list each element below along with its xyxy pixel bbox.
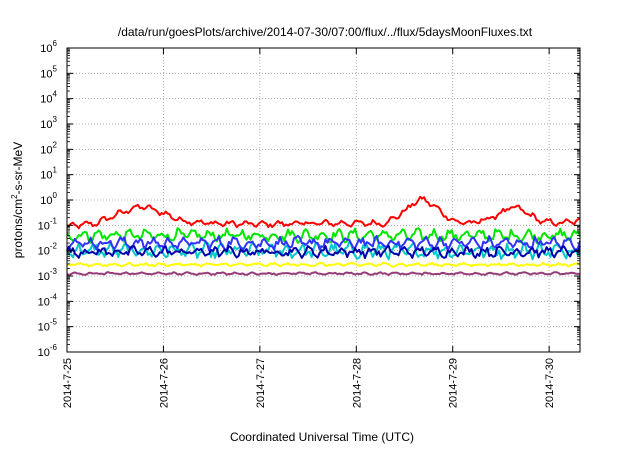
series-group [66, 195, 581, 276]
x-tick-label: 2014-7-28 [351, 358, 363, 408]
y-tick-label: 10-1 [38, 216, 58, 232]
y-axis-label-part: protons/cm [11, 199, 25, 258]
series-line [66, 241, 581, 261]
y-tick-label: 10-6 [38, 343, 58, 359]
x-tick-label: 2014-7-27 [255, 358, 267, 408]
grid [67, 48, 580, 352]
x-axis-label: Coordinated Universal Time (UTC) [230, 430, 414, 444]
y-tick-label: 106 [40, 39, 57, 55]
y-axis-label: protons/cm2-s-sr-MeV [10, 142, 25, 258]
y-tick-label: 102 [40, 140, 57, 156]
y-axis-label-part: -s-sr-MeV [11, 142, 25, 195]
series-line [66, 195, 581, 230]
chart-title: /data/run/goesPlots/archive/2014-07-30/0… [118, 25, 533, 39]
series-line [66, 227, 581, 244]
y-tick-label: 101 [40, 166, 57, 182]
x-tick-label: 2014-7-30 [544, 358, 556, 408]
x-tick-label: 2014-7-29 [448, 358, 460, 408]
series-line [66, 234, 581, 252]
y-tick-label: 103 [40, 115, 57, 131]
y-tick-label: 10-2 [38, 242, 58, 258]
series-line [66, 271, 581, 276]
series-line [66, 261, 581, 268]
series-line [66, 244, 581, 260]
plot-frame [66, 47, 581, 353]
x-tick-label: 2014-7-25 [62, 358, 74, 408]
y-axis-label-superscript: 2 [10, 194, 19, 199]
y-tick-label: 10-4 [38, 292, 58, 308]
x-tick-label: 2014-7-26 [158, 358, 170, 408]
y-tick-label: 105 [40, 64, 57, 80]
y-tick-label: 10-3 [38, 267, 58, 283]
y-tick-label: 10-5 [38, 318, 58, 334]
y-tick-label: 100 [40, 191, 57, 207]
y-tick-label: 104 [40, 90, 57, 106]
